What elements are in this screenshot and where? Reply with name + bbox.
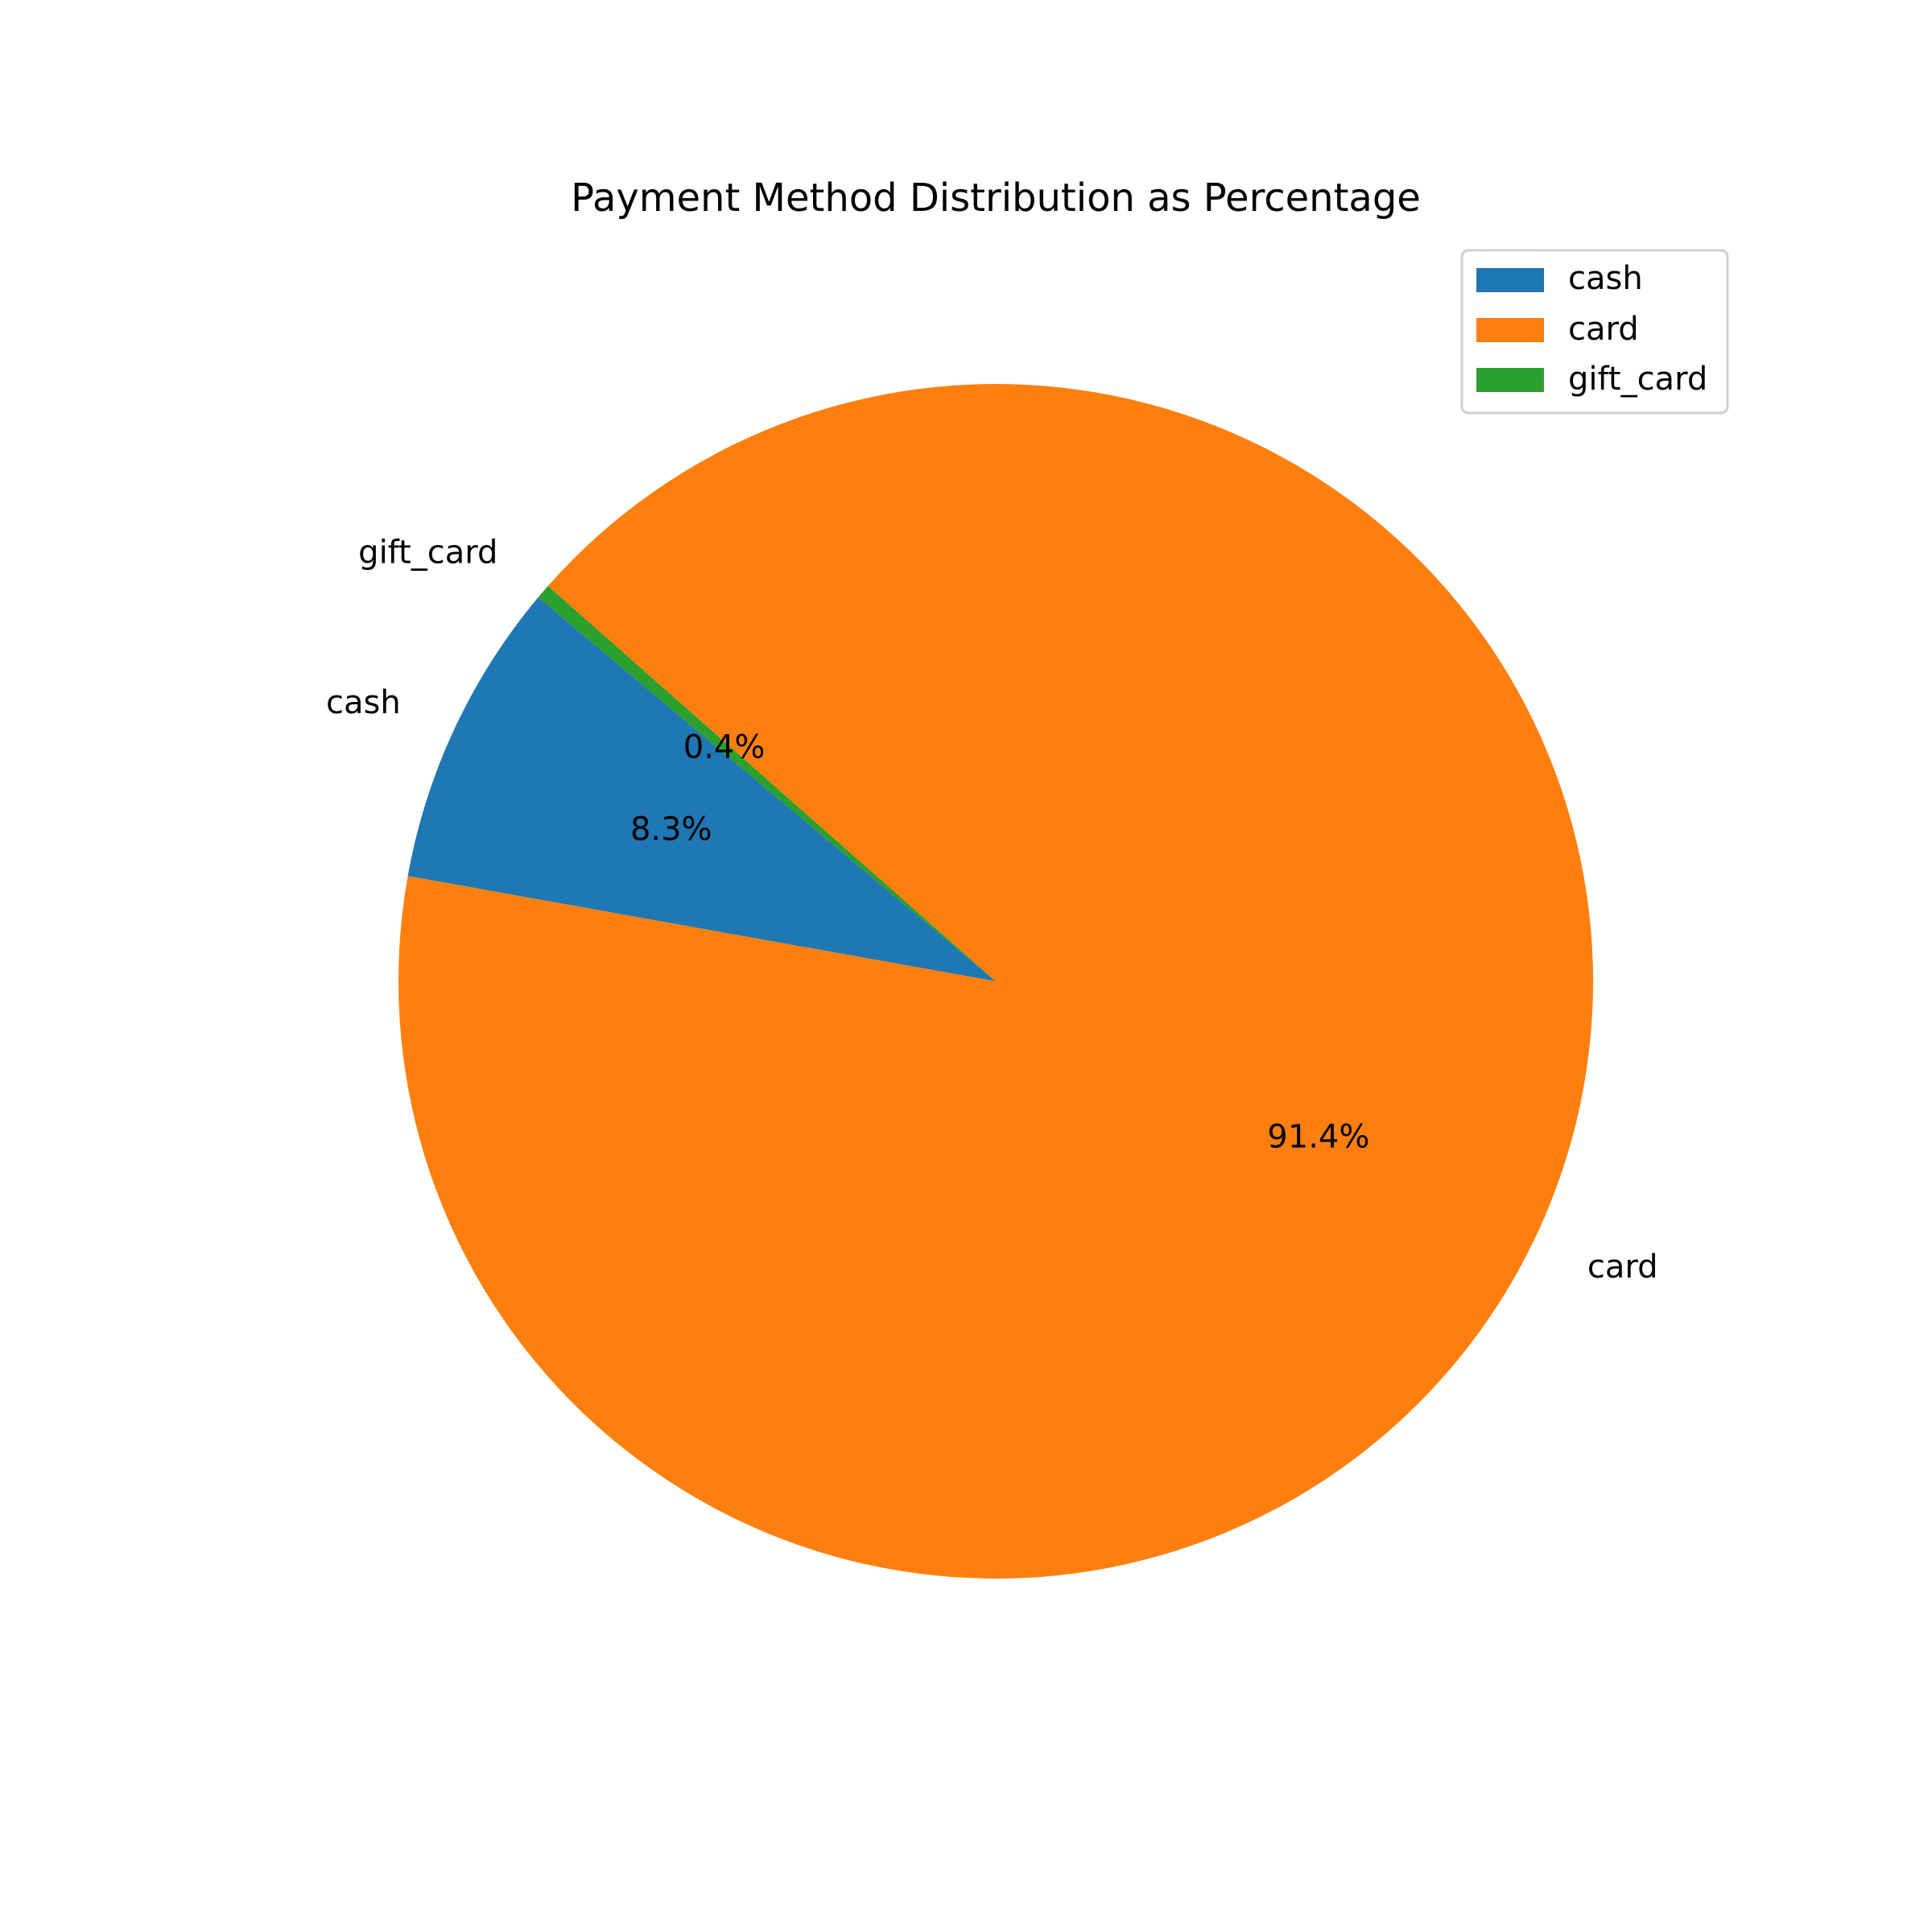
percent-label-cash: 8.3% bbox=[630, 811, 712, 848]
legend: cash card gift_card bbox=[1460, 249, 1729, 415]
pie-slice-card bbox=[398, 383, 1593, 1579]
legend-label-cash: cash bbox=[1568, 260, 1643, 297]
category-label-card: card bbox=[1587, 1249, 1658, 1286]
pie-slice-gift-card bbox=[538, 585, 996, 981]
category-label-gift-card: gift_card bbox=[358, 535, 497, 572]
pie-labels: 8.3% cash 91.4% card 0.4% gift_card bbox=[326, 535, 1657, 1286]
percent-label-card: 91.4% bbox=[1267, 1119, 1369, 1156]
legend-label-card: card bbox=[1568, 311, 1639, 348]
pie-slice-cash bbox=[407, 597, 996, 981]
legend-swatch-card bbox=[1476, 318, 1544, 342]
category-label-cash: cash bbox=[326, 684, 401, 721]
legend-label-gift-card: gift_card bbox=[1568, 361, 1707, 398]
chart-title: Payment Method Distribution as Percentag… bbox=[571, 175, 1421, 221]
percent-label-gift-card: 0.4% bbox=[683, 729, 766, 766]
legend-swatch-cash bbox=[1476, 268, 1544, 292]
legend-swatch-gift-card bbox=[1476, 368, 1544, 392]
pie-slices bbox=[398, 383, 1593, 1579]
